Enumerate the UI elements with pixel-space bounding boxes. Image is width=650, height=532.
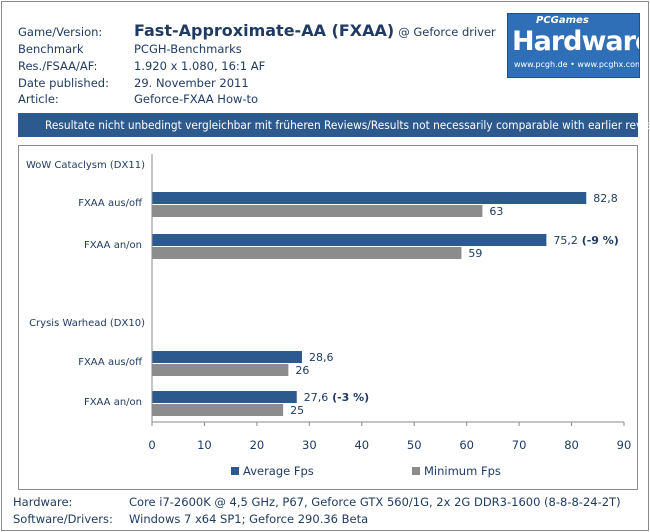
x-tick-label: 40 [354,438,369,452]
delta-note: (-3 %) [328,391,369,404]
minimum-value-label: 59 [468,247,482,260]
article-value: Geforce-FXAA How-to [134,92,259,106]
pcgh-logo: PCGames Hardware www.pcgh.de • www.pcghx… [507,13,640,78]
legend-swatch [412,467,420,475]
hardware-value: Core i7-2600K @ 4,5 GHz, P67, Geforce GT… [129,495,621,509]
resolution-label: Res./FSAA/AF: [18,59,98,73]
software-label: Software/Drivers: [13,512,113,526]
minimum-bar [152,404,284,416]
benchmark-value: PCGH-Benchmarks [134,42,242,56]
title-suffix: @ Geforce driver [398,25,496,39]
x-tick-label: 0 [148,438,155,452]
average-value-label: 27,6 (-3 %) [304,391,369,404]
disclaimer-text: Resultate nicht unbedingt vergleichbar m… [44,118,650,132]
legend-label: Average Fps [243,464,314,478]
logo-top-text: PCGames [536,15,589,26]
average-value-label: 82,8 [593,192,618,205]
footer-software: Software/Drivers: Windows 7 x64 SP1; Gef… [13,512,368,526]
average-value-label: 75,2 (-9 %) [553,234,618,247]
average-bar [152,234,547,246]
footer-hardware: Hardware: Core i7-2600K @ 4,5 GHz, P67, … [13,495,621,509]
logo-main-text: Hardware [512,26,640,57]
hardware-label: Hardware: [13,495,73,509]
average-bar [152,192,587,204]
category-label: FXAA an/on [84,240,142,251]
resolution-value: 1.920 x 1.080, 16:1 AF [134,59,266,73]
minimum-bar [152,364,289,376]
bar-chart: WoW Cataclysm (DX11) FXAA aus/off 82,8 63 FX… [26,154,632,478]
average-bar [152,351,302,363]
x-tick-label: 60 [459,438,474,452]
x-tick-label: 50 [407,438,422,452]
software-value: Windows 7 x64 SP1; Geforce 290.36 Beta [129,512,369,526]
x-tick-label: 30 [302,438,317,452]
minimum-value-label: 25 [290,404,304,417]
minimum-bar [152,205,483,217]
logo-url-text: www.pcgh.de • www.pcghx.com [514,60,640,69]
minimum-value-label: 26 [295,364,309,377]
average-value-label: 28,6 [309,351,334,364]
game-version-label: Game/Version: [18,25,103,39]
legend-label: Minimum Fps [424,464,501,478]
date-label: Date published: [18,76,109,90]
title-main: Fast-Approximate-AA (FXAA) [134,21,395,40]
average-bar [152,391,297,403]
chart-area: WoW Cataclysm (DX11) FXAA aus/off 82,8 63 FX… [18,145,638,490]
benchmark-label: Benchmark [18,42,84,56]
group-heading: WoW Cataclysm (DX11) [26,160,145,171]
x-tick-label: 20 [250,438,265,452]
minimum-value-label: 63 [489,205,503,218]
category-label: FXAA aus/off [78,198,143,209]
chart-title: Fast-Approximate-AA (FXAA) @ Geforce driv… [134,21,496,40]
disclaimer-banner: Resultate nicht unbedingt vergleichbar m… [18,113,650,137]
x-tick-label: 70 [512,438,527,452]
minimum-bar [152,247,462,259]
x-tick-label: 90 [617,438,632,452]
x-tick-label: 10 [197,438,212,452]
x-tick-label: 80 [564,438,579,452]
category-label: FXAA aus/off [78,357,143,368]
category-label: FXAA an/on [84,397,142,408]
article-label: Article: [18,92,59,106]
group-heading: Crysis Warhead (DX10) [29,318,145,329]
legend-swatch [231,467,239,475]
date-value: 29. November 2011 [134,76,249,90]
delta-note: (-9 %) [578,234,619,247]
